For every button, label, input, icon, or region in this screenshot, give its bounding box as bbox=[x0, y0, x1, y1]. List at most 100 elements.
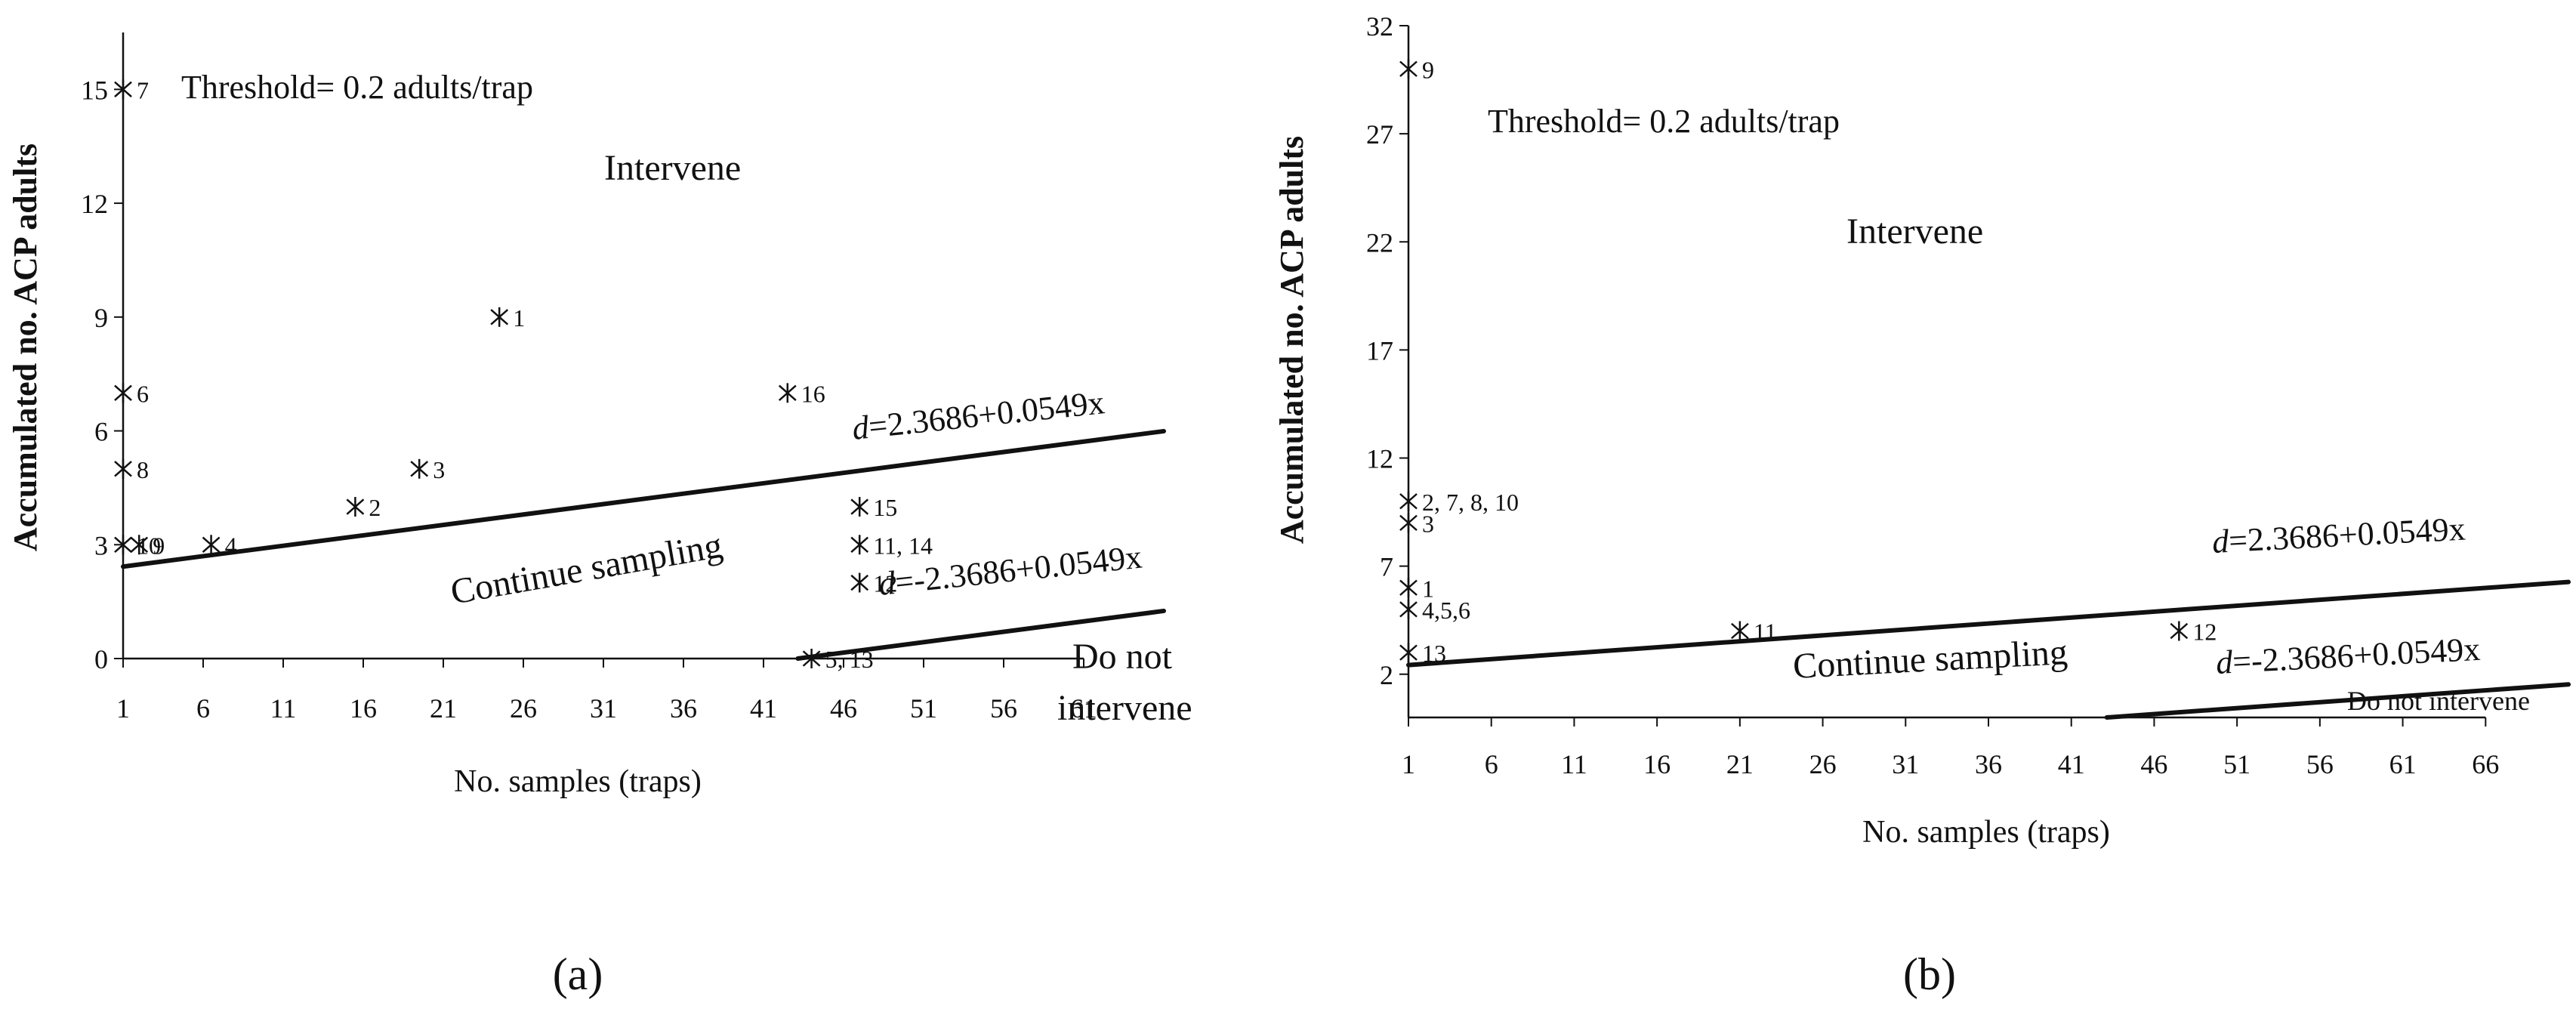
point-label: 9 bbox=[1422, 56, 1434, 83]
data-point: 6 bbox=[114, 380, 149, 407]
x-tick-label: 11 bbox=[1561, 749, 1587, 779]
do-not-intervene-label: Do not intervene bbox=[2347, 686, 2530, 716]
y-tick-label: 2 bbox=[1380, 660, 1393, 690]
y-tick-label: 9 bbox=[94, 303, 108, 333]
marker-stroke bbox=[850, 498, 869, 515]
data-point: 2 bbox=[346, 494, 381, 521]
threshold-label: Threshold= 0.2 adults/trap bbox=[1488, 103, 1840, 140]
point-label: 3 bbox=[1422, 510, 1434, 537]
decision-line-upper bbox=[121, 428, 1166, 569]
marker-stroke bbox=[1399, 644, 1418, 661]
data-point: 4 bbox=[202, 532, 237, 559]
marker-stroke bbox=[1730, 622, 1749, 640]
marker-stroke bbox=[802, 650, 821, 667]
decision-line-lower bbox=[795, 608, 1166, 661]
x-tick-label: 36 bbox=[1975, 749, 2002, 779]
point-label: 1 bbox=[1422, 575, 1434, 602]
decision-lines-a bbox=[121, 428, 1166, 661]
x-tick-label: 41 bbox=[750, 693, 777, 723]
data-point: 13 bbox=[1399, 640, 1446, 667]
data-point: 16 bbox=[778, 380, 825, 407]
y-axis-title-b: Accumulated no. ACP adults bbox=[1273, 136, 1310, 544]
x-tick-label: 36 bbox=[670, 693, 697, 723]
x-tick-label: 6 bbox=[1485, 749, 1498, 779]
x-tick-label: 56 bbox=[990, 693, 1017, 723]
point-label: 1 bbox=[513, 304, 525, 332]
point-label: 11, 14 bbox=[873, 532, 933, 559]
do-not-intervene-label-line2: intervene bbox=[1057, 688, 1192, 728]
data-point: 9 bbox=[1399, 56, 1434, 83]
x-tick-label: 21 bbox=[1726, 749, 1754, 779]
point-label: 2, 7, 8, 10 bbox=[1422, 489, 1519, 516]
marker-stroke bbox=[778, 384, 797, 401]
data-point: 9 bbox=[130, 532, 165, 559]
point-label: 7 bbox=[137, 76, 149, 103]
marker-stroke bbox=[850, 574, 869, 591]
x-tick-label: 1 bbox=[1402, 749, 1415, 779]
marker-stroke bbox=[130, 536, 149, 553]
point-label: 12 bbox=[873, 570, 897, 597]
point-label: 16 bbox=[801, 380, 825, 407]
x-tick-label: 51 bbox=[910, 693, 937, 723]
point-label: 6 bbox=[137, 380, 149, 407]
x-axis-title-b: No. samples (traps) bbox=[1862, 815, 2110, 850]
marker-stroke bbox=[850, 536, 869, 553]
data-point: 5, 13 bbox=[802, 646, 874, 673]
point-label: 13 bbox=[1422, 640, 1446, 667]
x-tick-label: 16 bbox=[1643, 749, 1671, 779]
marker-stroke bbox=[202, 536, 221, 553]
x-tick-label: 26 bbox=[510, 693, 537, 723]
data-point: 11, 14 bbox=[850, 532, 933, 559]
data-point: 1 bbox=[1399, 575, 1434, 602]
x-tick-label: 11 bbox=[270, 693, 297, 723]
y-tick-label: 22 bbox=[1366, 227, 1393, 258]
point-label: 11 bbox=[1754, 619, 1777, 646]
data-point: 2, 7, 8, 10 bbox=[1399, 489, 1519, 516]
y-tick-label: 32 bbox=[1366, 11, 1393, 42]
data-point: 11 bbox=[1730, 619, 1777, 646]
point-label: 2 bbox=[369, 494, 381, 521]
data-point: 7 bbox=[114, 76, 149, 103]
x-tick-label: 6 bbox=[196, 693, 210, 723]
panel-label-b: (b) bbox=[1903, 949, 1956, 999]
marker-stroke bbox=[114, 536, 132, 553]
annotations-b: Threshold= 0.2 adults/trap Intervene Con… bbox=[1273, 103, 2530, 999]
point-label: 5, 13 bbox=[825, 646, 874, 673]
y-tick-label: 7 bbox=[1380, 552, 1393, 582]
marker-stroke bbox=[114, 461, 132, 477]
x-tick-label: 56 bbox=[2306, 749, 2334, 779]
x-tick-label: 61 bbox=[2389, 749, 2417, 779]
x-tick-label: 66 bbox=[2472, 749, 2499, 779]
marker-stroke bbox=[410, 461, 429, 477]
marker-stroke bbox=[1399, 579, 1418, 596]
marker-stroke bbox=[1399, 601, 1418, 618]
marker-stroke bbox=[1399, 60, 1418, 77]
do-not-intervene-label-line1: Do not bbox=[1072, 637, 1173, 677]
point-label: 3 bbox=[433, 456, 445, 483]
threshold-label: Threshold= 0.2 adults/trap bbox=[181, 69, 533, 106]
x-tick-label: 46 bbox=[830, 693, 857, 723]
decision-line-lower bbox=[2104, 682, 2571, 720]
decision-lines-b bbox=[1406, 579, 2571, 720]
y-tick-label: 6 bbox=[94, 417, 108, 447]
y-tick-label: 12 bbox=[1366, 444, 1393, 474]
x-tick-label: 1 bbox=[116, 693, 130, 723]
point-label: 4,5,6 bbox=[1422, 597, 1470, 624]
intervene-region-label: Intervene bbox=[1846, 211, 1983, 251]
x-tick-label: 26 bbox=[1809, 749, 1837, 779]
point-label: 12 bbox=[2192, 619, 2217, 646]
y-axis-title-a: Accumulated no. ACP adults bbox=[7, 143, 44, 551]
data-point: 8 bbox=[114, 456, 149, 483]
marker-stroke bbox=[1399, 514, 1418, 532]
y-tick-label: 27 bbox=[1366, 119, 1393, 150]
data-point: 12 bbox=[850, 570, 897, 597]
marker-stroke bbox=[1399, 493, 1418, 510]
x-tick-label: 31 bbox=[1892, 749, 1919, 779]
data-point: 3 bbox=[410, 456, 445, 483]
point-label: 4 bbox=[225, 532, 237, 559]
